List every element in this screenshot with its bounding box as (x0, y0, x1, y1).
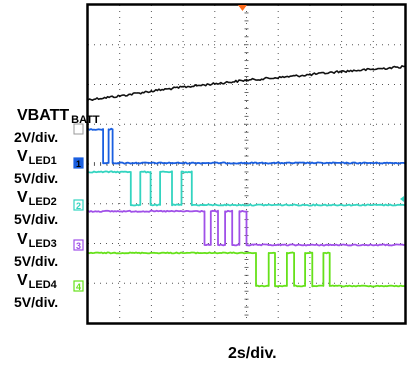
vbatt-marker-box (73, 123, 84, 135)
label-vled3: VLED3 (17, 231, 57, 251)
trace-vled4 (87, 251, 406, 288)
channel-marker-vled4: 4 (73, 280, 84, 292)
scale-vled4: 5V/div. (14, 294, 59, 310)
marker-number: 3 (76, 241, 81, 251)
screen-frame (86, 3, 407, 325)
marker-box (73, 199, 84, 211)
trace-vled3 (87, 209, 406, 247)
edge-arrow-icon (400, 196, 404, 202)
scale-vled3: 5V/div. (14, 253, 59, 269)
channel-marker-vled2: 2 (73, 199, 84, 211)
trace-vbatt (87, 65, 406, 101)
scale-vbatt: 2V/div. (14, 129, 59, 145)
channel-marker-vbatt (73, 123, 84, 135)
timebase-label: 2s/div. (228, 345, 277, 362)
channel-markers: 1 2 3 4 (73, 123, 404, 292)
marker-number: 2 (76, 201, 81, 211)
label-vled4: VLED4 (17, 272, 57, 292)
marker-number: 1 (76, 159, 81, 169)
trace-vled1 (87, 127, 406, 165)
marker-number: 4 (76, 282, 81, 292)
label-vled2: VLED2 (17, 189, 57, 209)
trigger-marker (238, 5, 247, 11)
channel-marker-vled3: 3 (73, 239, 84, 251)
channel-marker-vled1: 1 (73, 157, 84, 169)
marker-box (73, 280, 84, 292)
trace-layer (87, 65, 406, 288)
label-vbatt: VBATT BATT (17, 107, 100, 127)
marker-box (73, 157, 84, 169)
marker-box (73, 239, 84, 251)
label-vled1: VLED1 (17, 148, 57, 168)
scale-vled2: 5V/div. (14, 211, 59, 227)
trace-vled2 (87, 170, 406, 207)
scale-vled1: 5V/div. (14, 170, 59, 186)
